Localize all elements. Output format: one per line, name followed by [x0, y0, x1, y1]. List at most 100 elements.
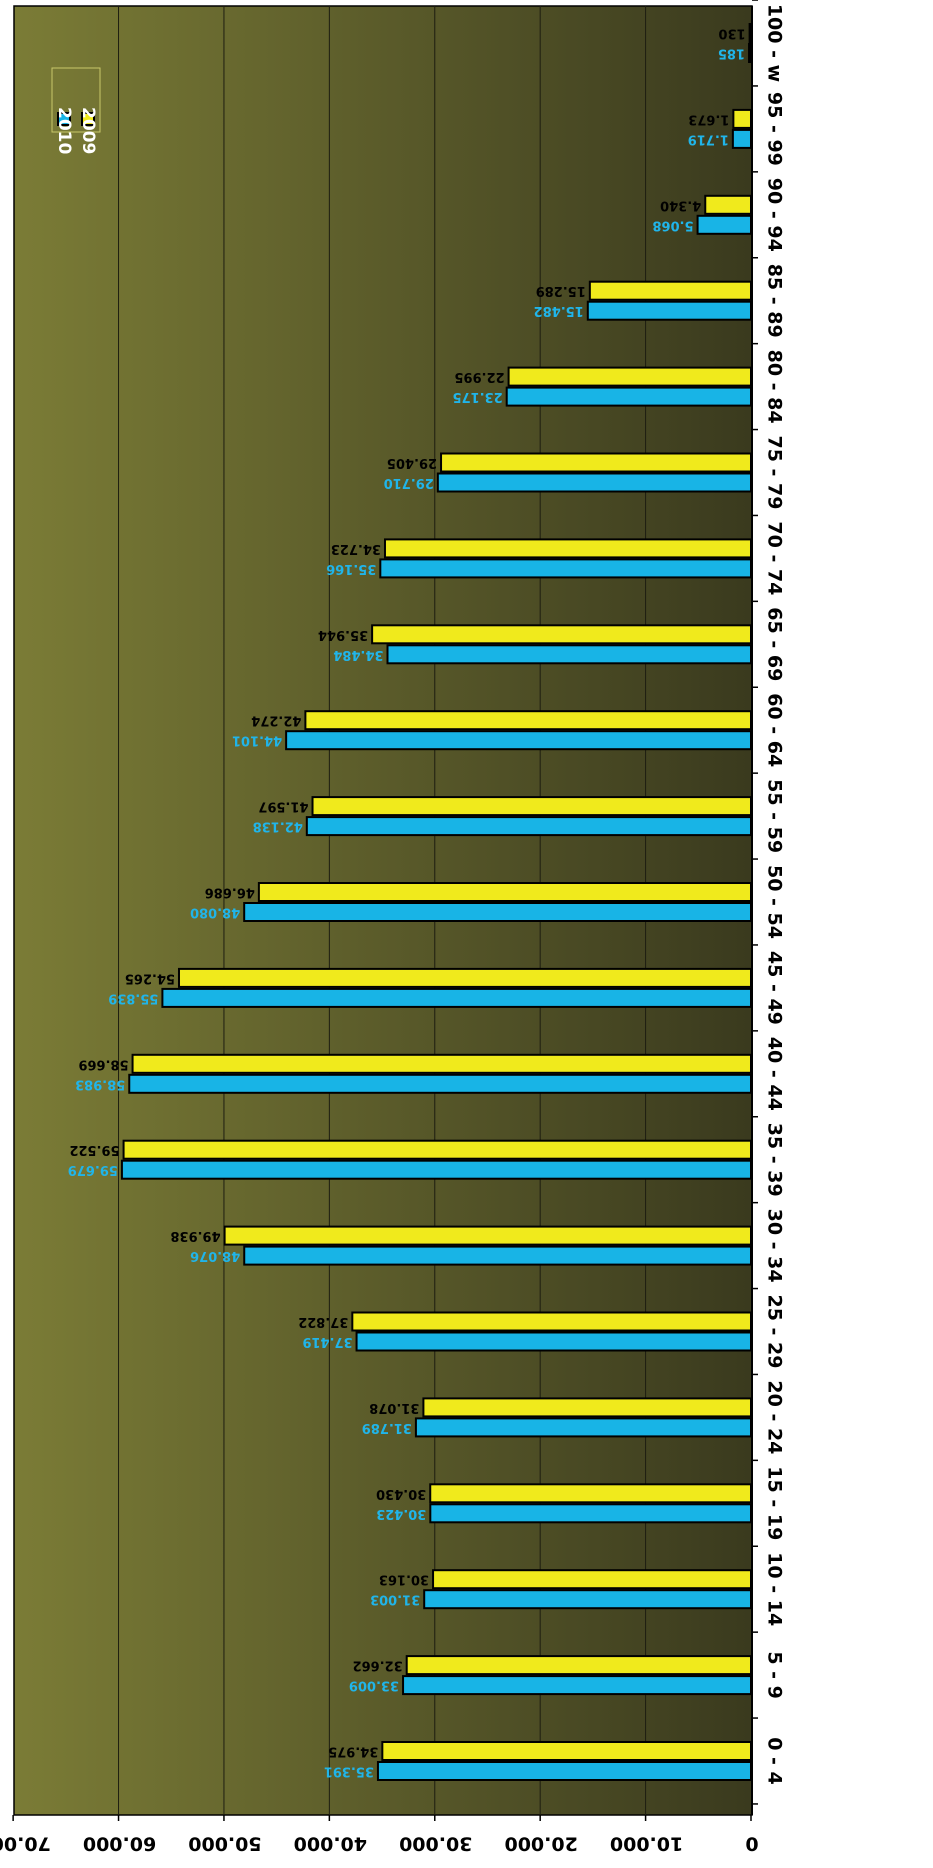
data-label-2009: 59.522 [69, 1142, 119, 1157]
data-label-2009: 30.430 [376, 1486, 426, 1501]
value-tick-label: 30.000 [399, 1833, 472, 1855]
data-label-2009: 130 [718, 26, 745, 41]
bar-2009 [432, 1569, 752, 1590]
category-label: 50 - 54 [764, 865, 786, 939]
bar-2009 [440, 452, 752, 473]
bar-2010 [305, 816, 752, 837]
bar-2009 [748, 23, 753, 43]
category-label: 55 - 59 [764, 779, 786, 853]
data-label-2010: 33.009 [349, 1678, 399, 1693]
legend-label-2009: 2009 [78, 107, 98, 154]
bar-2010 [243, 902, 752, 922]
data-label-2009: 49.938 [170, 1228, 220, 1243]
data-label-2009: 34.975 [328, 1744, 378, 1759]
bar-2009 [371, 624, 752, 645]
data-label-2010: 48.076 [190, 1248, 240, 1263]
data-label-2009: 1.673 [688, 111, 729, 126]
data-label-2010: 23.175 [453, 389, 503, 404]
category-label: 40 - 44 [764, 1037, 786, 1111]
category-label: 15 - 19 [764, 1466, 786, 1540]
bar-2010 [414, 1417, 752, 1438]
category-label: 30 - 34 [764, 1209, 786, 1283]
category-label: 70 - 74 [764, 521, 786, 595]
category-label: 75 - 79 [764, 436, 786, 510]
bar-2010 [731, 128, 752, 149]
bar-2009 [732, 108, 753, 129]
bar-2010 [505, 386, 752, 407]
bar-2010 [285, 730, 752, 751]
data-label-2009: 4.340 [660, 197, 701, 212]
bars [120, 23, 753, 1781]
bar-2010 [161, 987, 752, 1008]
bar-2009 [122, 1139, 752, 1160]
value-tick-label: 70.000 [0, 1833, 51, 1855]
category-label: 35 - 39 [764, 1123, 786, 1197]
category-label: 85 - 89 [764, 264, 786, 338]
bar-2009 [704, 194, 753, 215]
bar-2010 [436, 472, 752, 493]
category-label: 60 - 64 [764, 693, 786, 767]
data-label-2009: 15.289 [536, 283, 586, 298]
value-tick-label: 20.000 [505, 1833, 578, 1855]
data-label-2010: 30.423 [376, 1506, 426, 1521]
data-label-2010: 35.391 [324, 1764, 374, 1779]
data-label-2010: 34.484 [333, 647, 383, 662]
bar-2010 [379, 558, 752, 579]
bar-2010 [386, 644, 752, 665]
data-label-2010: 37.419 [302, 1334, 352, 1349]
legend-swatch-2010 [57, 112, 71, 126]
data-label-2010: 31.003 [370, 1592, 420, 1607]
legend-swatch-2009 [81, 112, 95, 126]
data-label-2009: 34.723 [331, 541, 381, 556]
category-label: 65 - 69 [764, 607, 786, 681]
bar-2010 [429, 1503, 752, 1524]
bar-2009 [422, 1397, 752, 1418]
bar-2010 [696, 214, 752, 235]
category-label: 25 - 29 [764, 1295, 786, 1369]
axes: 0 10.000 20.000 30.000 40.000 50.000 60.000 70.… [0, 0, 786, 1855]
data-label-2010: 29.710 [384, 475, 434, 490]
bar-2009 [383, 538, 752, 559]
data-label-2010: 59.679 [68, 1162, 118, 1177]
legend-box [51, 67, 101, 133]
data-label-2010: 58.983 [75, 1076, 125, 1091]
bar-2010 [355, 1331, 752, 1352]
data-label-2009: 54.265 [125, 970, 175, 985]
data-label-2009: 46.686 [205, 885, 255, 900]
bar-2009 [311, 796, 752, 817]
data-label-2009: 37.822 [298, 1314, 348, 1329]
bar-2010 [748, 43, 753, 63]
data-label-2009: 41.597 [258, 799, 308, 814]
data-label-2009: 32.662 [353, 1658, 403, 1673]
data-label-2009: 42.274 [251, 713, 301, 728]
data-label-2009: 22.995 [454, 369, 504, 384]
data-label-2009: 35.944 [318, 627, 368, 642]
bar-2009 [304, 710, 752, 731]
bar-2009 [429, 1483, 752, 1504]
bar-2009 [381, 1741, 752, 1761]
data-label-2010: 44.101 [232, 733, 282, 748]
category-label: 0 - 4 [764, 1737, 786, 1785]
legend-label-2010: 2010 [54, 107, 74, 154]
bar-2010 [243, 1245, 752, 1266]
legend: 2010 2009 [51, 67, 101, 154]
data-label-2009: 58.669 [78, 1056, 128, 1071]
data-label-2010: 35.166 [326, 561, 376, 576]
value-tick-label: 50.000 [188, 1833, 261, 1855]
data-label-2010: 42.138 [253, 819, 303, 834]
data-label-2010: 185 [718, 46, 745, 61]
bar-2009 [223, 1225, 753, 1246]
category-label: 45 - 49 [764, 951, 786, 1025]
data-label-2010: 1.719 [688, 131, 729, 146]
data-label-2009: 30.163 [379, 1572, 429, 1587]
bar-2009 [177, 967, 753, 988]
value-tick-label: 10.000 [610, 1833, 683, 1855]
data-label-2010: 5.068 [652, 217, 693, 232]
data-label-2009: 29.405 [387, 455, 437, 470]
bar-2009 [405, 1655, 752, 1676]
data-labels: 35.391 34.975 33.009 32.662 31.003 30.163 30.4… [68, 26, 746, 1779]
category-label: 10 - 14 [764, 1552, 786, 1626]
category-label: 80 - 84 [764, 350, 786, 424]
value-tick-label: 60.000 [83, 1833, 156, 1855]
category-label: 5 - 9 [764, 1651, 786, 1699]
